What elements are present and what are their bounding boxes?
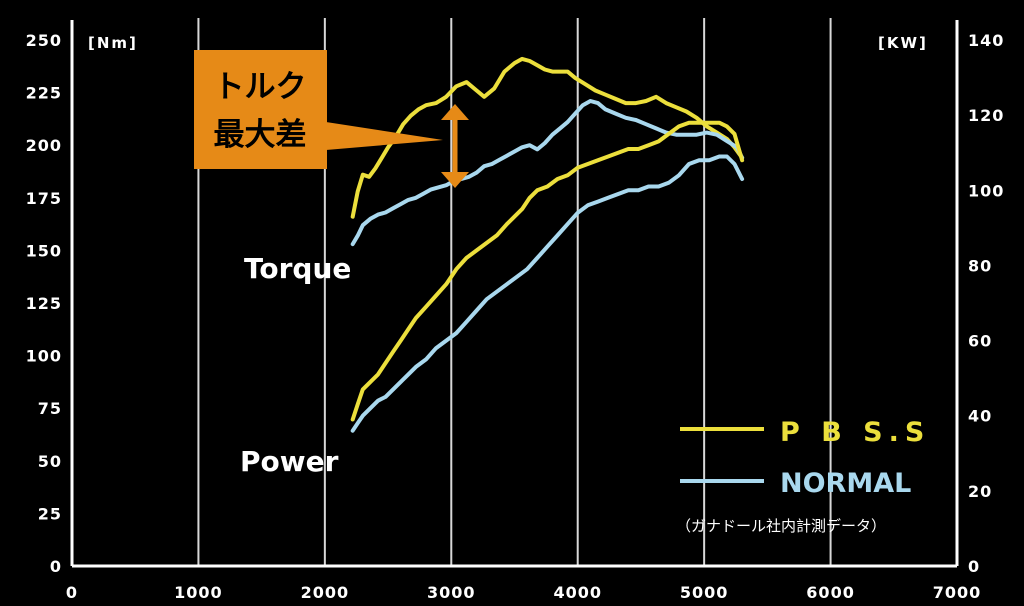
y-left-tick-label: 125 bbox=[26, 294, 62, 313]
x-tick-label: 3000 bbox=[427, 583, 476, 602]
x-tick-label: 7000 bbox=[933, 583, 982, 602]
y-left-tick-label: 75 bbox=[38, 399, 62, 418]
y-right-tick-label: 120 bbox=[968, 106, 1004, 125]
series-lines bbox=[350, 56, 745, 433]
legend-label-normal: NORMAL bbox=[780, 468, 911, 499]
torque-label: Torque bbox=[244, 252, 351, 285]
y-left-tick-label: 150 bbox=[26, 241, 62, 260]
axes bbox=[70, 20, 959, 568]
y-left-tick-label: 25 bbox=[38, 504, 62, 523]
legend: P B S.S NORMAL bbox=[680, 417, 930, 499]
power-label: Power bbox=[240, 445, 339, 478]
x-tick-labels: 0 1000 2000 3000 4000 5000 6000 7000 bbox=[66, 583, 982, 602]
max-difference-callout: トルク 最大差 bbox=[194, 50, 443, 169]
x-tick-label: 0 bbox=[66, 583, 78, 602]
series-line-power-pbss bbox=[350, 120, 745, 422]
y-right-tick-labels: 0 20 40 60 80 100 120 140 bbox=[968, 31, 1004, 576]
y-left-tick-label: 175 bbox=[26, 189, 62, 208]
measurement-note: （ガナドール社内計測データ） bbox=[676, 517, 886, 535]
y-right-tick-label: 0 bbox=[968, 557, 980, 576]
series-line-power-normal bbox=[350, 154, 745, 433]
difference-arrow-icon bbox=[441, 104, 469, 188]
callout-box bbox=[194, 50, 327, 169]
x-tick-label: 5000 bbox=[680, 583, 729, 602]
y-right-tick-label: 40 bbox=[968, 407, 992, 426]
y-right-tick-label: 140 bbox=[968, 31, 1004, 50]
series-line-torque-pbss bbox=[350, 56, 745, 219]
y-right-unit: [KW] bbox=[878, 34, 928, 52]
x-tick-label: 6000 bbox=[806, 583, 855, 602]
y-left-tick-label: 200 bbox=[26, 136, 62, 155]
y-left-tick-label: 0 bbox=[50, 557, 62, 576]
y-left-tick-label: 100 bbox=[26, 347, 62, 366]
series-line-torque-normal bbox=[350, 99, 745, 247]
y-left-unit: [Nm] bbox=[88, 34, 138, 52]
legend-label-pbss: P B S.S bbox=[780, 417, 930, 448]
x-tick-label: 4000 bbox=[553, 583, 602, 602]
y-right-tick-label: 80 bbox=[968, 256, 992, 275]
x-tick-label: 2000 bbox=[301, 583, 350, 602]
y-left-tick-label: 50 bbox=[38, 452, 62, 471]
x-tick-label: 1000 bbox=[174, 583, 223, 602]
y-right-tick-label: 60 bbox=[968, 332, 992, 351]
y-right-tick-label: 20 bbox=[968, 482, 992, 501]
callout-line2: 最大差 bbox=[214, 117, 307, 153]
y-left-tick-label: 250 bbox=[26, 31, 62, 50]
y-left-tick-labels: 0 25 50 75 100 125 150 175 200 225 250 bbox=[26, 31, 62, 576]
y-left-tick-label: 225 bbox=[26, 84, 62, 103]
y-right-tick-label: 100 bbox=[968, 181, 1004, 200]
callout-line1: トルク bbox=[214, 69, 307, 105]
